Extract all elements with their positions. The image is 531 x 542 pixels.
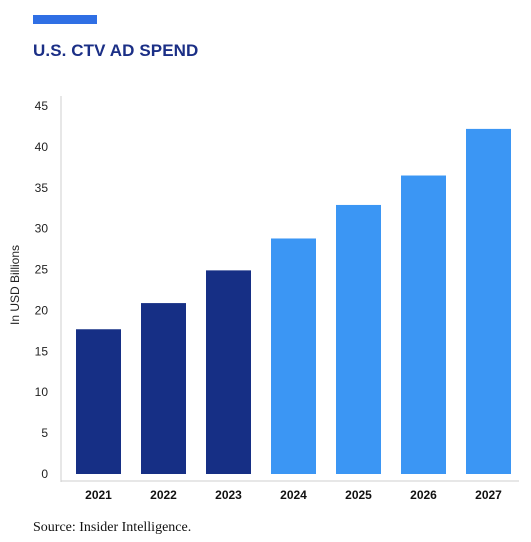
y-tick-label: 15 [35, 344, 49, 358]
bar-2026 [401, 175, 446, 474]
accent-bar [33, 15, 97, 24]
y-axis-label: In USD Billions [8, 244, 22, 326]
bar-2025 [336, 204, 381, 474]
x-tick-label: 2027 [475, 488, 502, 502]
x-tick-label: 2026 [410, 488, 437, 502]
y-tick-label: 10 [35, 385, 49, 399]
bar-2027 [466, 128, 511, 475]
bar-2022 [141, 303, 186, 474]
bar-2024 [271, 238, 316, 474]
y-tick-label: 40 [35, 140, 49, 154]
bar-2023 [206, 270, 251, 474]
bar-2021 [76, 329, 121, 474]
x-tick-label: 2023 [215, 488, 242, 502]
y-tick-label: 20 [35, 303, 49, 317]
y-tick-label: 5 [41, 426, 48, 440]
x-axis-ticks: 2021 2022 2023 2024 2025 2026 2027 [85, 488, 502, 502]
x-tick-label: 2025 [345, 488, 372, 502]
x-tick-label: 2024 [280, 488, 307, 502]
chart-title: U.S. CTV AD SPEND [33, 41, 199, 60]
bars [76, 128, 511, 475]
x-tick-label: 2021 [85, 488, 112, 502]
y-tick-label: 25 [35, 263, 49, 277]
y-tick-label: 0 [41, 467, 48, 481]
x-tick-label: 2022 [150, 488, 177, 502]
y-tick-label: 30 [35, 222, 49, 236]
y-tick-label: 35 [35, 181, 49, 195]
y-axis-ticks: 0 5 10 15 20 25 30 35 40 45 [35, 99, 49, 481]
y-tick-label: 45 [35, 99, 49, 113]
source-note: Source: Insider Intelligence. [33, 520, 192, 535]
